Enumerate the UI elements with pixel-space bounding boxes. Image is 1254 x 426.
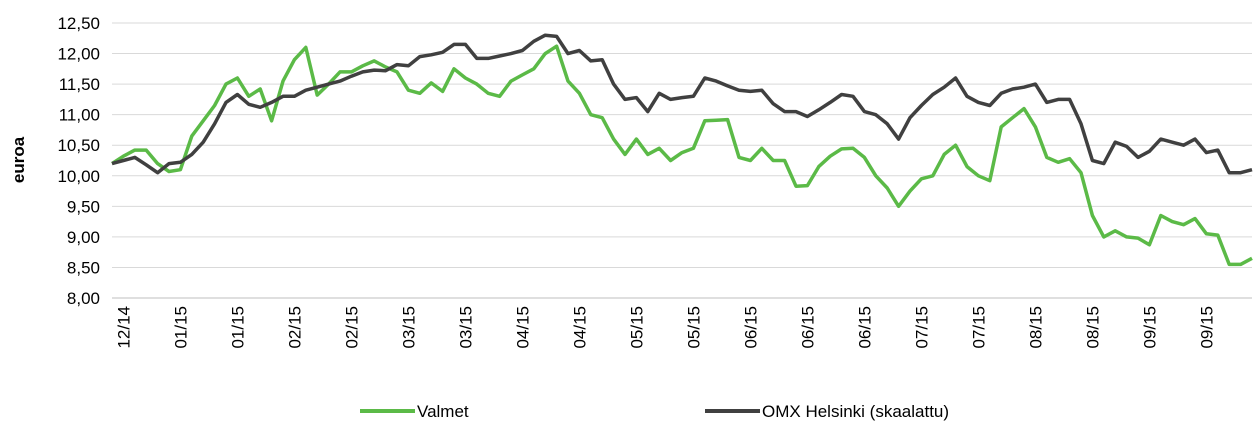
- y-tick-label: 8,00: [67, 289, 100, 308]
- x-tick-label: 01/15: [228, 306, 247, 349]
- x-tick-label: 01/15: [171, 306, 190, 349]
- y-tick-label: 8,50: [67, 258, 100, 277]
- x-tick-label: 02/15: [285, 306, 304, 349]
- legend-label: Valmet: [417, 402, 469, 421]
- y-tick-label: 10,00: [57, 167, 100, 186]
- x-tick-label: 06/15: [855, 306, 874, 349]
- y-tick-label: 12,50: [57, 14, 100, 33]
- x-tick-label: 03/15: [456, 306, 475, 349]
- x-tick-label: 04/15: [570, 306, 589, 349]
- x-tick-label: 05/15: [684, 306, 703, 349]
- y-tick-label: 9,50: [67, 197, 100, 216]
- y-tick-label: 11,50: [59, 75, 100, 94]
- y-tick-label: 9,00: [67, 228, 100, 247]
- x-tick-label: 12/14: [114, 306, 133, 349]
- x-tick-label: 07/15: [969, 306, 988, 349]
- x-tick-label: 03/15: [399, 306, 418, 349]
- y-tick-label: 10,50: [57, 136, 100, 155]
- x-tick-label: 05/15: [627, 306, 646, 349]
- x-tick-label: 07/15: [912, 306, 931, 349]
- x-tick-label: 08/15: [1026, 306, 1045, 349]
- x-tick-label: 06/15: [798, 306, 817, 349]
- x-tick-label: 06/15: [741, 306, 760, 349]
- x-tick-label: 09/15: [1197, 306, 1216, 349]
- legend-label: OMX Helsinki (skaalattu): [762, 402, 949, 421]
- x-tick-label: 02/15: [342, 306, 361, 349]
- y-axis-label: euroa: [9, 136, 28, 183]
- x-tick-label: 04/15: [513, 306, 532, 349]
- x-tick-label: 08/15: [1083, 306, 1102, 349]
- y-tick-label: 11,00: [59, 106, 100, 125]
- data-line: [111, 33, 1253, 175]
- y-tick-label: 12,00: [57, 45, 100, 64]
- data-line: [111, 44, 1253, 267]
- x-tick-label: 09/15: [1140, 306, 1159, 349]
